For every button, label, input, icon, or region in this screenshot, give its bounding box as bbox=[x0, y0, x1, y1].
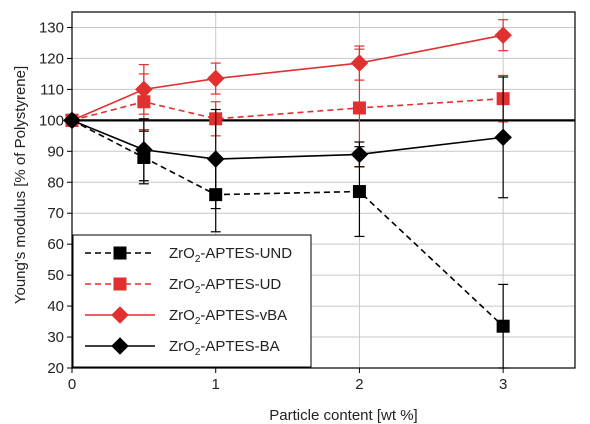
plot-area-frame bbox=[71, 11, 576, 369]
legend-marker bbox=[111, 337, 129, 355]
y-tick-label: 80 bbox=[47, 174, 64, 191]
x-tick-label: 1 bbox=[212, 376, 220, 393]
y-tick-label: 130 bbox=[39, 19, 64, 36]
legend-marker bbox=[111, 306, 129, 324]
legend-label: ZrO2-APTES-vBA bbox=[169, 307, 287, 327]
series-3 bbox=[63, 76, 512, 210]
legend: ZrO2-APTES-UND ZrO2-APTES-UD ZrO2-APTES-vB… bbox=[72, 234, 312, 368]
legend-label: ZrO2-APTES-UD bbox=[169, 276, 281, 296]
y-tick-label: 110 bbox=[40, 81, 64, 98]
x-axis-label: Particle content [wt %] bbox=[269, 407, 417, 424]
y-tick-label: 30 bbox=[47, 329, 64, 346]
y-tick-label: 60 bbox=[47, 236, 64, 253]
data-point bbox=[350, 145, 369, 164]
y-tick-label: 20 bbox=[47, 360, 64, 377]
y-tick-label: 90 bbox=[47, 143, 64, 160]
x-tick-label: 3 bbox=[499, 376, 507, 393]
data-point bbox=[494, 128, 512, 147]
data-point bbox=[494, 26, 512, 44]
data-point bbox=[135, 80, 153, 99]
data-point bbox=[135, 140, 153, 159]
series-layer bbox=[63, 19, 512, 369]
y-axis-label: Young's modulus [% of Polystyrene] bbox=[12, 66, 29, 304]
series-1 bbox=[65, 48, 510, 168]
x-tick-label: 0 bbox=[68, 376, 76, 393]
legend-marker bbox=[113, 277, 127, 291]
series-line bbox=[71, 97, 504, 122]
legend-label: ZrO2-APTES-BA bbox=[169, 338, 280, 358]
series-line bbox=[71, 34, 504, 122]
x-tick-label: 2 bbox=[355, 376, 363, 393]
y-tick-label: 70 bbox=[47, 205, 64, 222]
data-point bbox=[63, 111, 81, 130]
legend-label: ZrO2-APTES-UND bbox=[169, 245, 292, 265]
legend-marker bbox=[113, 246, 127, 260]
y-tick-label: 100 bbox=[39, 112, 64, 129]
data-point bbox=[496, 319, 510, 333]
data-point bbox=[352, 101, 366, 115]
data-point bbox=[352, 185, 366, 199]
y-tick-label: 40 bbox=[47, 298, 64, 315]
y-tick-label: 120 bbox=[39, 50, 64, 67]
y-tick-label: 50 bbox=[47, 267, 64, 284]
data-point bbox=[206, 150, 225, 168]
data-point bbox=[206, 69, 225, 88]
data-point bbox=[350, 54, 369, 72]
axis-ticks: 0 1 2 3 20 30 40 50 60 70 80 90 100 110 120 130 bbox=[39, 19, 507, 393]
